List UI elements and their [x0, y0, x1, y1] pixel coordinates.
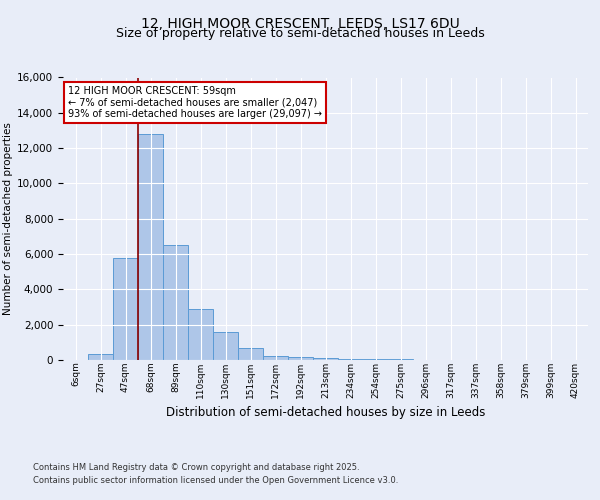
Bar	[213, 332, 238, 360]
Bar	[188, 309, 213, 360]
Bar	[163, 245, 188, 360]
Bar	[363, 359, 388, 360]
Text: Contains HM Land Registry data © Crown copyright and database right 2025.: Contains HM Land Registry data © Crown c…	[33, 464, 359, 472]
Bar	[138, 134, 163, 360]
Bar	[338, 359, 363, 360]
Bar	[313, 358, 338, 360]
Bar	[288, 358, 313, 360]
Bar	[113, 258, 138, 360]
Y-axis label: Number of semi-detached properties: Number of semi-detached properties	[3, 122, 13, 315]
Bar	[263, 356, 288, 360]
Bar	[238, 348, 263, 360]
Text: 12 HIGH MOOR CRESCENT: 59sqm
← 7% of semi-detached houses are smaller (2,047)
93: 12 HIGH MOOR CRESCENT: 59sqm ← 7% of sem…	[68, 86, 322, 119]
X-axis label: Distribution of semi-detached houses by size in Leeds: Distribution of semi-detached houses by …	[166, 406, 485, 419]
Text: Size of property relative to semi-detached houses in Leeds: Size of property relative to semi-detach…	[116, 28, 484, 40]
Text: 12, HIGH MOOR CRESCENT, LEEDS, LS17 6DU: 12, HIGH MOOR CRESCENT, LEEDS, LS17 6DU	[140, 18, 460, 32]
Bar	[88, 354, 113, 360]
Text: Contains public sector information licensed under the Open Government Licence v3: Contains public sector information licen…	[33, 476, 398, 485]
